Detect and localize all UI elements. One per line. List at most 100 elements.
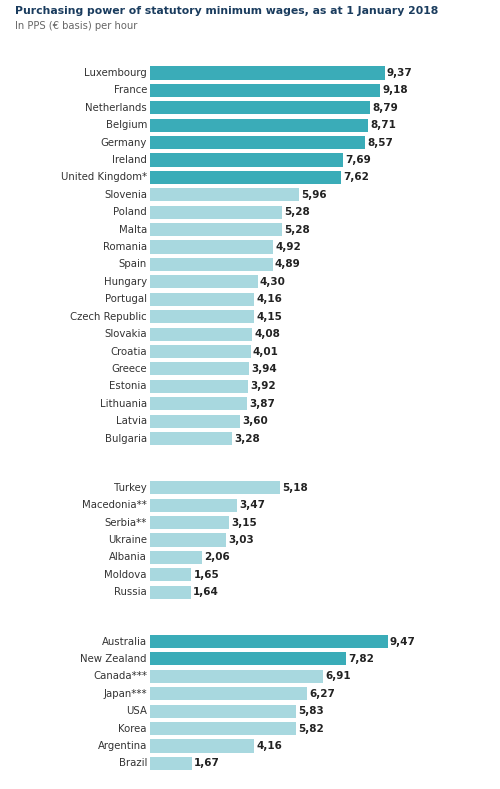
- Bar: [150, 568, 192, 581]
- Bar: [150, 585, 191, 599]
- Text: 1,65: 1,65: [194, 570, 219, 580]
- Text: 7,62: 7,62: [343, 173, 369, 182]
- Bar: [150, 739, 254, 753]
- Text: Slovenia: Slovenia: [104, 190, 147, 200]
- Text: Czech Republic: Czech Republic: [70, 312, 147, 322]
- Text: Poland: Poland: [113, 208, 147, 217]
- Text: 3,03: 3,03: [228, 535, 254, 545]
- Text: 3,94: 3,94: [251, 364, 276, 374]
- Text: 9,47: 9,47: [390, 637, 415, 646]
- Bar: [150, 481, 280, 495]
- Text: Greece: Greece: [112, 364, 147, 374]
- Text: Moldova: Moldova: [104, 570, 147, 580]
- Text: 1,67: 1,67: [194, 758, 220, 768]
- Text: Romania: Romania: [103, 242, 147, 252]
- Bar: [150, 118, 368, 132]
- Text: 5,83: 5,83: [298, 706, 324, 716]
- Text: 5,18: 5,18: [282, 483, 308, 493]
- Text: Spain: Spain: [118, 260, 147, 270]
- Text: Macedonia**: Macedonia**: [82, 500, 147, 510]
- Text: Serbia**: Serbia**: [104, 518, 147, 528]
- Bar: [150, 275, 258, 289]
- Text: Albania: Albania: [109, 552, 147, 563]
- Bar: [150, 380, 248, 393]
- Text: 7,69: 7,69: [345, 155, 370, 165]
- Text: 4,92: 4,92: [276, 242, 301, 252]
- Bar: [150, 670, 324, 683]
- Text: 5,28: 5,28: [284, 208, 310, 217]
- Bar: [150, 189, 300, 201]
- Bar: [150, 153, 343, 166]
- Text: France: France: [114, 85, 147, 95]
- Text: 6,27: 6,27: [310, 689, 335, 699]
- Text: Hungary: Hungary: [104, 277, 147, 287]
- Text: Turkey: Turkey: [114, 483, 147, 493]
- Text: 7,82: 7,82: [348, 654, 374, 664]
- Bar: [150, 499, 237, 512]
- Text: Japan***: Japan***: [104, 689, 147, 699]
- Bar: [150, 136, 365, 149]
- Text: 8,79: 8,79: [372, 103, 398, 113]
- Text: Estonia: Estonia: [110, 381, 147, 391]
- Text: United Kingdom*: United Kingdom*: [61, 173, 147, 182]
- Text: 4,30: 4,30: [260, 277, 285, 287]
- Text: 3,60: 3,60: [242, 416, 268, 426]
- Bar: [150, 705, 296, 718]
- Text: 4,01: 4,01: [252, 346, 278, 357]
- Text: 9,18: 9,18: [382, 85, 408, 95]
- Bar: [150, 241, 274, 253]
- Text: 4,16: 4,16: [256, 294, 282, 305]
- Text: In PPS (€ basis) per hour: In PPS (€ basis) per hour: [15, 21, 138, 31]
- Bar: [150, 516, 229, 529]
- Text: Canada***: Canada***: [93, 671, 147, 682]
- Text: Argentina: Argentina: [98, 741, 147, 751]
- Text: 1,64: 1,64: [193, 587, 219, 597]
- Text: 4,15: 4,15: [256, 312, 282, 322]
- Text: Netherlands: Netherlands: [85, 103, 147, 113]
- Text: 3,92: 3,92: [250, 381, 276, 391]
- Bar: [150, 293, 254, 306]
- Text: 4,16: 4,16: [256, 741, 282, 751]
- Text: Malta: Malta: [118, 225, 147, 234]
- Text: Russia: Russia: [114, 587, 147, 597]
- Text: 3,47: 3,47: [239, 500, 265, 510]
- Bar: [150, 258, 272, 271]
- Bar: [150, 223, 282, 236]
- Bar: [150, 327, 252, 341]
- Text: Purchasing power of statutory minimum wages, as at 1 January 2018: Purchasing power of statutory minimum wa…: [15, 6, 438, 16]
- Bar: [150, 551, 202, 564]
- Text: 5,96: 5,96: [302, 190, 327, 200]
- Text: 3,28: 3,28: [234, 433, 260, 443]
- Text: 3,15: 3,15: [231, 518, 257, 528]
- Text: Lithuania: Lithuania: [100, 398, 147, 409]
- Bar: [150, 533, 226, 547]
- Bar: [150, 397, 247, 410]
- Bar: [150, 84, 380, 97]
- Text: 5,82: 5,82: [298, 724, 324, 734]
- Bar: [150, 757, 192, 770]
- Bar: [150, 432, 232, 445]
- Bar: [150, 362, 249, 376]
- Bar: [150, 653, 346, 665]
- Text: 4,08: 4,08: [254, 329, 280, 339]
- Text: Ireland: Ireland: [112, 155, 147, 165]
- Text: Latvia: Latvia: [116, 416, 147, 426]
- Text: Slovakia: Slovakia: [104, 329, 147, 339]
- Bar: [150, 722, 296, 735]
- Bar: [150, 345, 250, 358]
- Text: 6,91: 6,91: [326, 671, 351, 682]
- Bar: [150, 66, 385, 80]
- Text: 8,71: 8,71: [370, 120, 396, 130]
- Text: Australia: Australia: [102, 637, 147, 646]
- Text: 3,87: 3,87: [249, 398, 275, 409]
- Bar: [150, 206, 282, 219]
- Bar: [150, 310, 254, 323]
- Text: Germany: Germany: [100, 137, 147, 148]
- Text: Belgium: Belgium: [106, 120, 147, 130]
- Text: Luxembourg: Luxembourg: [84, 68, 147, 78]
- Text: 2,06: 2,06: [204, 552, 230, 563]
- Text: 8,57: 8,57: [367, 137, 393, 148]
- Bar: [150, 414, 240, 428]
- Text: Croatia: Croatia: [110, 346, 147, 357]
- Bar: [150, 101, 370, 114]
